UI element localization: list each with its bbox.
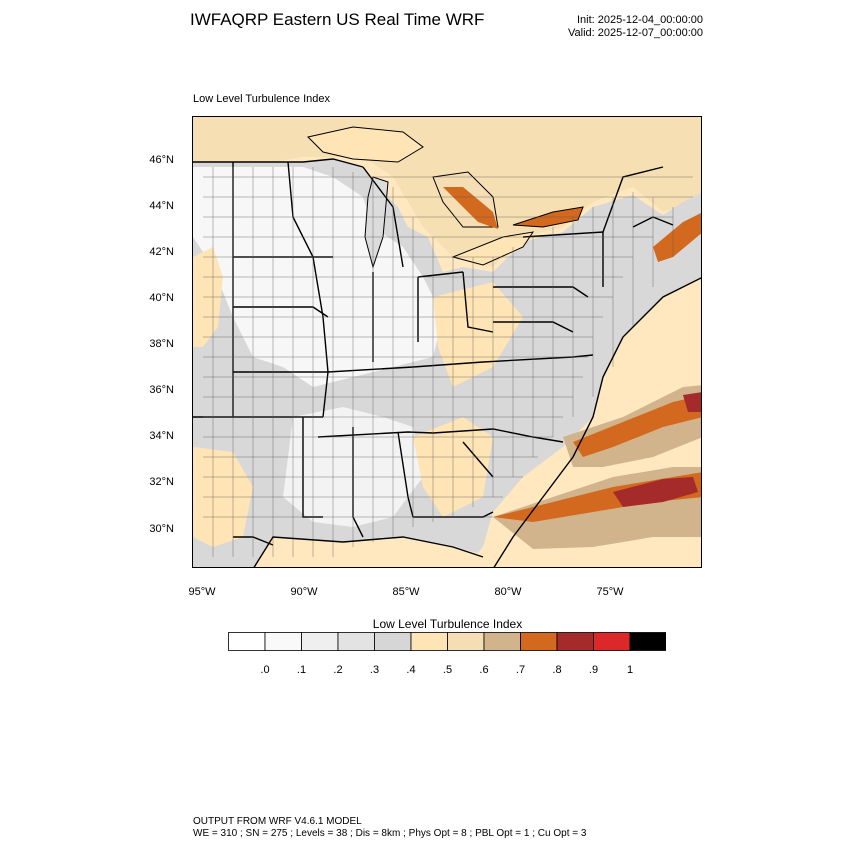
colorbar [228, 632, 666, 651]
offshore-orange-band [573, 395, 701, 457]
colorbar-label: .8 [552, 664, 562, 676]
county-grid [203, 167, 693, 557]
map-panel [192, 116, 702, 568]
colorbar-segment [410, 632, 448, 651]
latitude-label: 38°N [149, 338, 174, 350]
colorbar-label: .4 [406, 664, 416, 676]
init-time-label: Init: 2025-12-04_00:00:00 [577, 14, 703, 26]
longitude-label: 75°W [596, 586, 624, 598]
colorbar-label: .2 [333, 664, 343, 676]
colorbar-label: .6 [479, 664, 489, 676]
atlantic-coastline [493, 277, 701, 567]
georgian-bay-orange [443, 187, 498, 229]
latitude-label: 32°N [149, 476, 174, 488]
longitude-label: 95°W [188, 586, 216, 598]
appalachian-tan-patch [433, 282, 523, 387]
colorbar-segment [593, 632, 631, 651]
panel-title: Low Level Turbulence Index [193, 93, 330, 105]
latitude-label: 34°N [149, 430, 174, 442]
colorbar-segment [228, 632, 266, 651]
colorbar-segment [556, 632, 594, 651]
gulf-coastline [253, 536, 484, 567]
colorbar-title: Low Level Turbulence Index [372, 617, 523, 631]
colorbar-segment [264, 632, 302, 651]
latitude-label: 36°N [149, 384, 174, 396]
latitude-label: 46°N [149, 154, 174, 166]
map-svg [193, 117, 701, 567]
longitude-label: 85°W [392, 586, 420, 598]
latitude-label: 42°N [149, 246, 174, 258]
lake-superior [307, 126, 424, 163]
offshore-high-turbulence-south [613, 477, 698, 507]
colorbar-segment [520, 632, 558, 651]
colorbar-segment [337, 632, 375, 651]
longitude-label: 90°W [290, 586, 318, 598]
colorbar-label: .0 [260, 664, 270, 676]
colorbar-segment [447, 632, 485, 651]
longitude-label: 80°W [494, 586, 522, 598]
gulf-water [254, 537, 510, 567]
latitude-label: 44°N [149, 200, 174, 212]
colorbar-label: .5 [442, 664, 453, 676]
colorbar-label: 1 [626, 664, 634, 676]
colorbar-segment [629, 632, 666, 651]
colorbar-label: .9 [588, 664, 599, 676]
colorbar-label: .7 [515, 664, 526, 676]
colorbar-segment [374, 632, 412, 651]
colorbar-label: .3 [369, 664, 380, 676]
footer-config-line: WE = 310 ; SN = 275 ; Levels = 38 ; Dis … [193, 828, 587, 839]
main-title: IWFAQRP Eastern US Real Time WRF [190, 10, 485, 29]
valid-time-label: Valid: 2025-12-07_00:00:00 [568, 27, 703, 39]
latitude-label: 30°N [149, 523, 174, 535]
lake-erie [451, 231, 535, 266]
colorbar-segment [301, 632, 339, 651]
new-england-orange-band [653, 213, 701, 262]
colorbar-segment [483, 632, 521, 651]
latitude-label: 40°N [149, 292, 174, 304]
footer-model-line: OUTPUT FROM WRF V4.6.1 MODEL [193, 816, 362, 827]
offshore-high-turbulence-north [683, 392, 701, 412]
colorbar-label: .1 [296, 664, 307, 676]
